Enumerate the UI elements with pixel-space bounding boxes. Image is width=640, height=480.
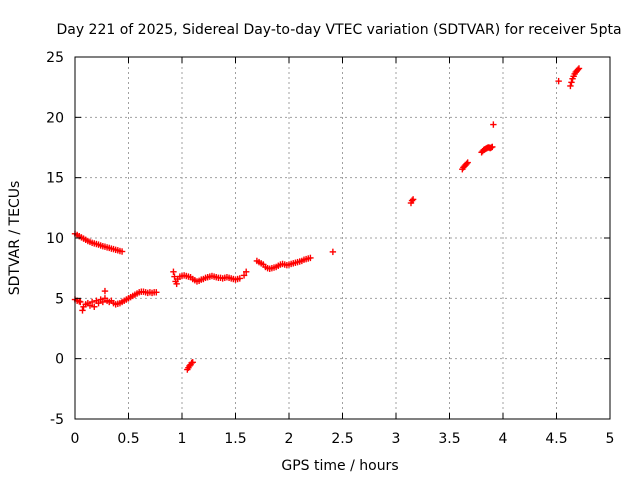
data-point [240, 272, 248, 279]
data-point [91, 303, 98, 310]
data-point [171, 273, 178, 280]
y-tick-labels: -5 0 5 10 15 20 25 [46, 50, 64, 428]
data-point [243, 268, 250, 275]
data-point [118, 248, 126, 255]
data-point [99, 298, 107, 306]
y-tick-label: 0 [55, 352, 64, 368]
data-point [173, 280, 180, 288]
data-points [71, 65, 583, 373]
x-tick-labels: 0 0.5 1 1.5 2 2.5 3 3.5 4 4.5 5 [71, 431, 615, 447]
x-tick-label: 5 [606, 431, 615, 447]
data-point [236, 275, 243, 282]
x-tick-label: 4.5 [545, 431, 567, 447]
x-tick-label: 2 [285, 431, 294, 447]
data-point [574, 66, 582, 73]
x-tick-label: 3.5 [438, 431, 460, 447]
x-tick-label: 4 [499, 431, 508, 447]
data-point [567, 82, 574, 90]
x-axis-label: GPS time / hours [281, 458, 398, 474]
grid-lines [75, 57, 610, 419]
y-axis-label: SDTVAR / TECUs [7, 181, 23, 296]
y-tick-label: 20 [46, 110, 64, 126]
y-tick-label: -5 [50, 412, 64, 428]
data-point [490, 121, 497, 128]
data-point [86, 302, 94, 309]
data-point [463, 160, 470, 167]
x-tick-label: 3 [392, 431, 401, 447]
data-point [79, 307, 86, 314]
data-point [489, 143, 496, 151]
data-point [555, 77, 562, 85]
x-tick-label: 1 [178, 431, 187, 447]
x-tick-label: 0.5 [117, 431, 139, 447]
x-tick-label: 0 [71, 431, 80, 447]
data-point [568, 79, 575, 86]
data-point [575, 65, 583, 72]
chart-title: Day 221 of 2025, Sidereal Day-to-day VTE… [56, 22, 621, 38]
axis-ticks [74, 56, 611, 420]
data-point [464, 159, 471, 166]
y-tick-label: 5 [55, 291, 64, 307]
x-tick-label: 1.5 [224, 431, 246, 447]
x-tick-label: 2.5 [331, 431, 353, 447]
y-tick-label: 15 [46, 171, 64, 187]
data-point [95, 299, 102, 307]
data-point [101, 287, 109, 295]
y-tick-label: 25 [46, 50, 64, 66]
y-tick-label: 10 [46, 231, 64, 247]
data-point [408, 197, 416, 204]
data-point [170, 268, 177, 275]
data-point [189, 359, 196, 366]
data-point [329, 248, 337, 256]
data-point [409, 196, 417, 203]
data-point [88, 298, 96, 306]
data-point [77, 298, 84, 306]
data-point [307, 254, 314, 262]
data-point [153, 289, 160, 296]
